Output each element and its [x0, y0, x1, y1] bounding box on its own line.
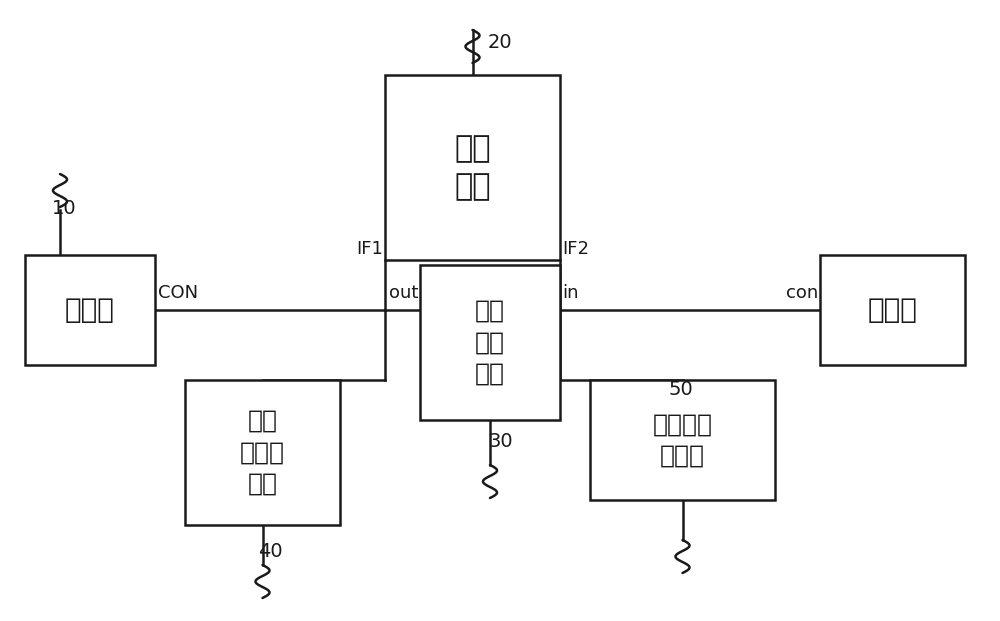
Bar	[820, 255, 965, 365]
Text: CON: CON	[158, 284, 198, 302]
Text: 第一
限流
电路: 第一 限流 电路	[475, 299, 505, 386]
Text: 40: 40	[258, 542, 283, 561]
Bar	[385, 75, 560, 260]
Text: 第一
充放电
电路: 第一 充放电 电路	[240, 409, 285, 496]
Text: 20: 20	[488, 33, 513, 52]
Text: 10: 10	[52, 199, 77, 218]
Bar	[25, 255, 155, 365]
Text: 50: 50	[668, 380, 693, 399]
Bar	[420, 265, 560, 420]
Text: IF1: IF1	[356, 240, 383, 258]
Text: IF2: IF2	[562, 240, 589, 258]
Text: 30: 30	[488, 432, 513, 451]
Text: in: in	[562, 284, 578, 302]
Text: out: out	[389, 284, 418, 302]
Text: 继电器: 继电器	[868, 296, 917, 324]
Text: 控制器: 控制器	[65, 296, 115, 324]
Bar	[185, 380, 340, 525]
Text: con: con	[786, 284, 818, 302]
Bar	[590, 380, 775, 500]
Text: 第二充放
电电路: 第二充放 电电路	[652, 412, 712, 468]
Text: 防反
电路: 防反 电路	[454, 134, 491, 201]
